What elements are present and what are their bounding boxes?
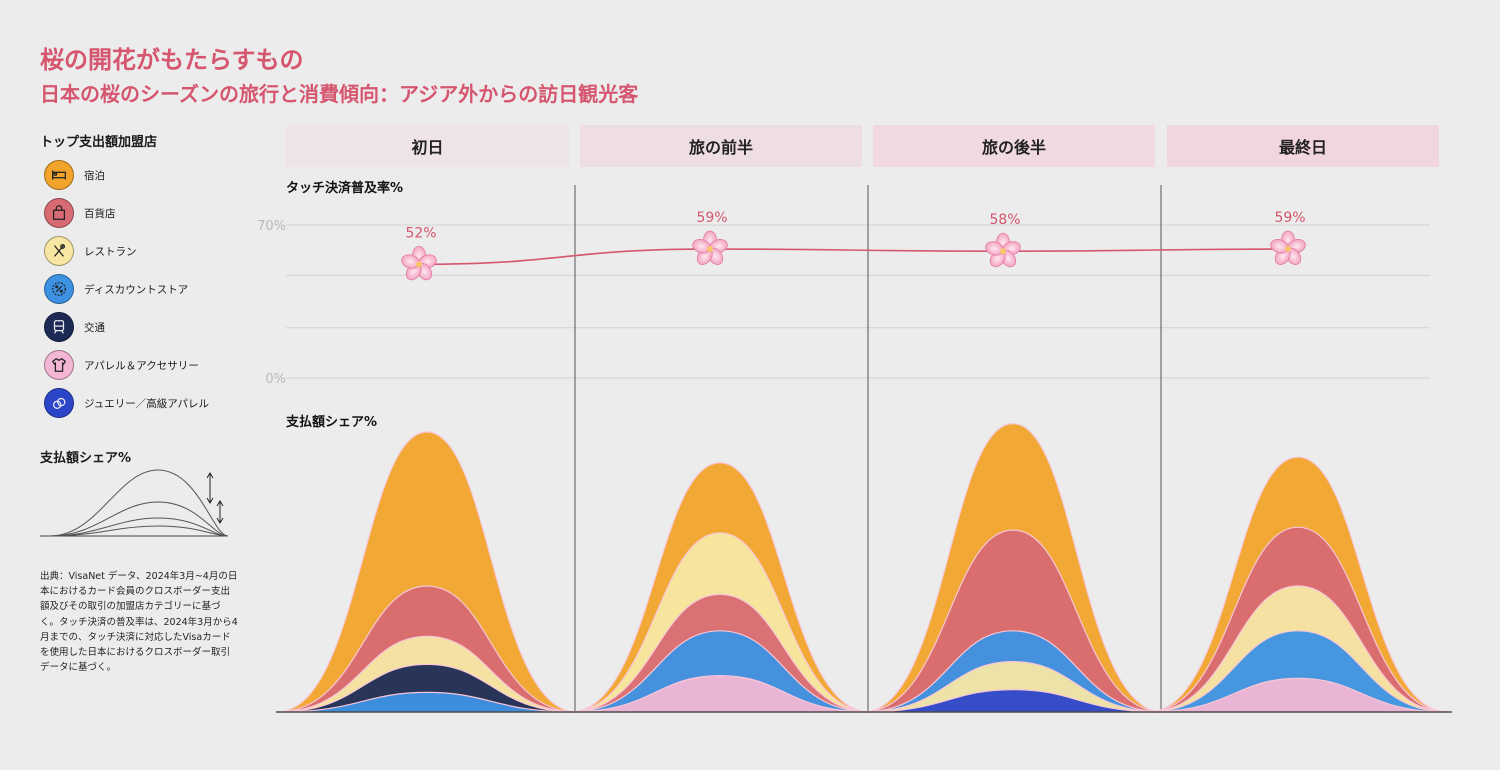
share-area (862, 660, 1164, 713)
share-area (1147, 677, 1449, 713)
data-label: 52% (405, 225, 436, 241)
page-title: 桜の開花がもたらすもの (40, 46, 304, 74)
share-area (276, 663, 578, 713)
legend-label: 宿泊 (84, 169, 105, 182)
legend-label: アパレル＆アクセサリー (84, 359, 199, 372)
cherry-blossom-icon (983, 232, 1023, 271)
legend-item-transport: 交通 (44, 308, 264, 346)
data-label: 59% (696, 210, 727, 226)
phase-header: 旅の前半 (580, 125, 862, 167)
share-area (862, 688, 1164, 713)
rings-icon (44, 388, 74, 418)
phase-dividers (574, 185, 1162, 712)
merchant-legend-title: トップ支出額加盟店 (40, 135, 158, 150)
share-section-label: 支払額シェア% (286, 415, 378, 430)
share-area (569, 674, 871, 713)
phase-header: 初日 (286, 125, 569, 167)
share-legend-graphic (40, 469, 229, 537)
legend-item-discount-store: ディスカウントストア (44, 270, 264, 308)
source-note: 出典：VisaNet データ、2024年3月~4月の日本におけるカード会員のクロ… (40, 571, 238, 674)
share-area (276, 691, 578, 713)
touch-grid: 70% 0% (257, 219, 1430, 387)
phase-header: 旅の後半 (873, 125, 1155, 167)
cherry-blossom-icon (399, 245, 439, 284)
legend-item-department-store: 百貨店 (44, 194, 264, 232)
data-label: 58% (989, 212, 1020, 228)
cherry-blossom-icon (1268, 230, 1308, 268)
touch-markers: 52% 59% 58% 59% (399, 210, 1308, 284)
share-areas (276, 422, 1452, 713)
legend-item-jewelry: ジュエリー／高級アパレル (44, 384, 264, 422)
legend-label: レストラン (84, 245, 137, 258)
share-area (569, 630, 871, 713)
legend-item-lodging: 宿泊 (44, 156, 264, 194)
y-tick-label: 0% (265, 372, 286, 387)
legend-label: ディスカウントストア (84, 283, 189, 296)
data-label: 59% (1274, 210, 1305, 226)
shirt-icon (44, 350, 74, 380)
share-legend-title: 支払額シェア% (40, 451, 132, 466)
shopping-bag-icon (44, 198, 74, 228)
phase-header: 最終日 (1167, 125, 1439, 167)
series-line (418, 248, 1289, 266)
legend-label: 百貨店 (84, 207, 116, 220)
touch-section-label: タッチ決済普及率% (286, 181, 404, 196)
legend-item-restaurant: レストラン (44, 232, 264, 270)
cherry-blossom-icon (690, 230, 730, 268)
bed-icon (44, 160, 74, 190)
y-tick-label: 70% (257, 219, 286, 234)
share-area (862, 529, 1164, 713)
utensils-icon (44, 236, 74, 266)
legend-label: ジュエリー／高級アパレル (84, 397, 210, 410)
share-area (276, 431, 578, 713)
merchant-legend: 宿泊 百貨店 レストラン ディスカウントストア 交通 (44, 156, 264, 422)
legend-item-apparel: アパレル＆アクセサリー (44, 346, 264, 384)
page-subtitle: 日本の桜のシーズンの旅行と消費傾向：アジア外からの訪日観光客 (40, 82, 639, 106)
touch-line (418, 248, 1289, 266)
discount-badge-icon (44, 274, 74, 304)
share-area (1147, 630, 1449, 713)
legend-label: 交通 (84, 321, 105, 334)
train-icon (44, 312, 74, 342)
